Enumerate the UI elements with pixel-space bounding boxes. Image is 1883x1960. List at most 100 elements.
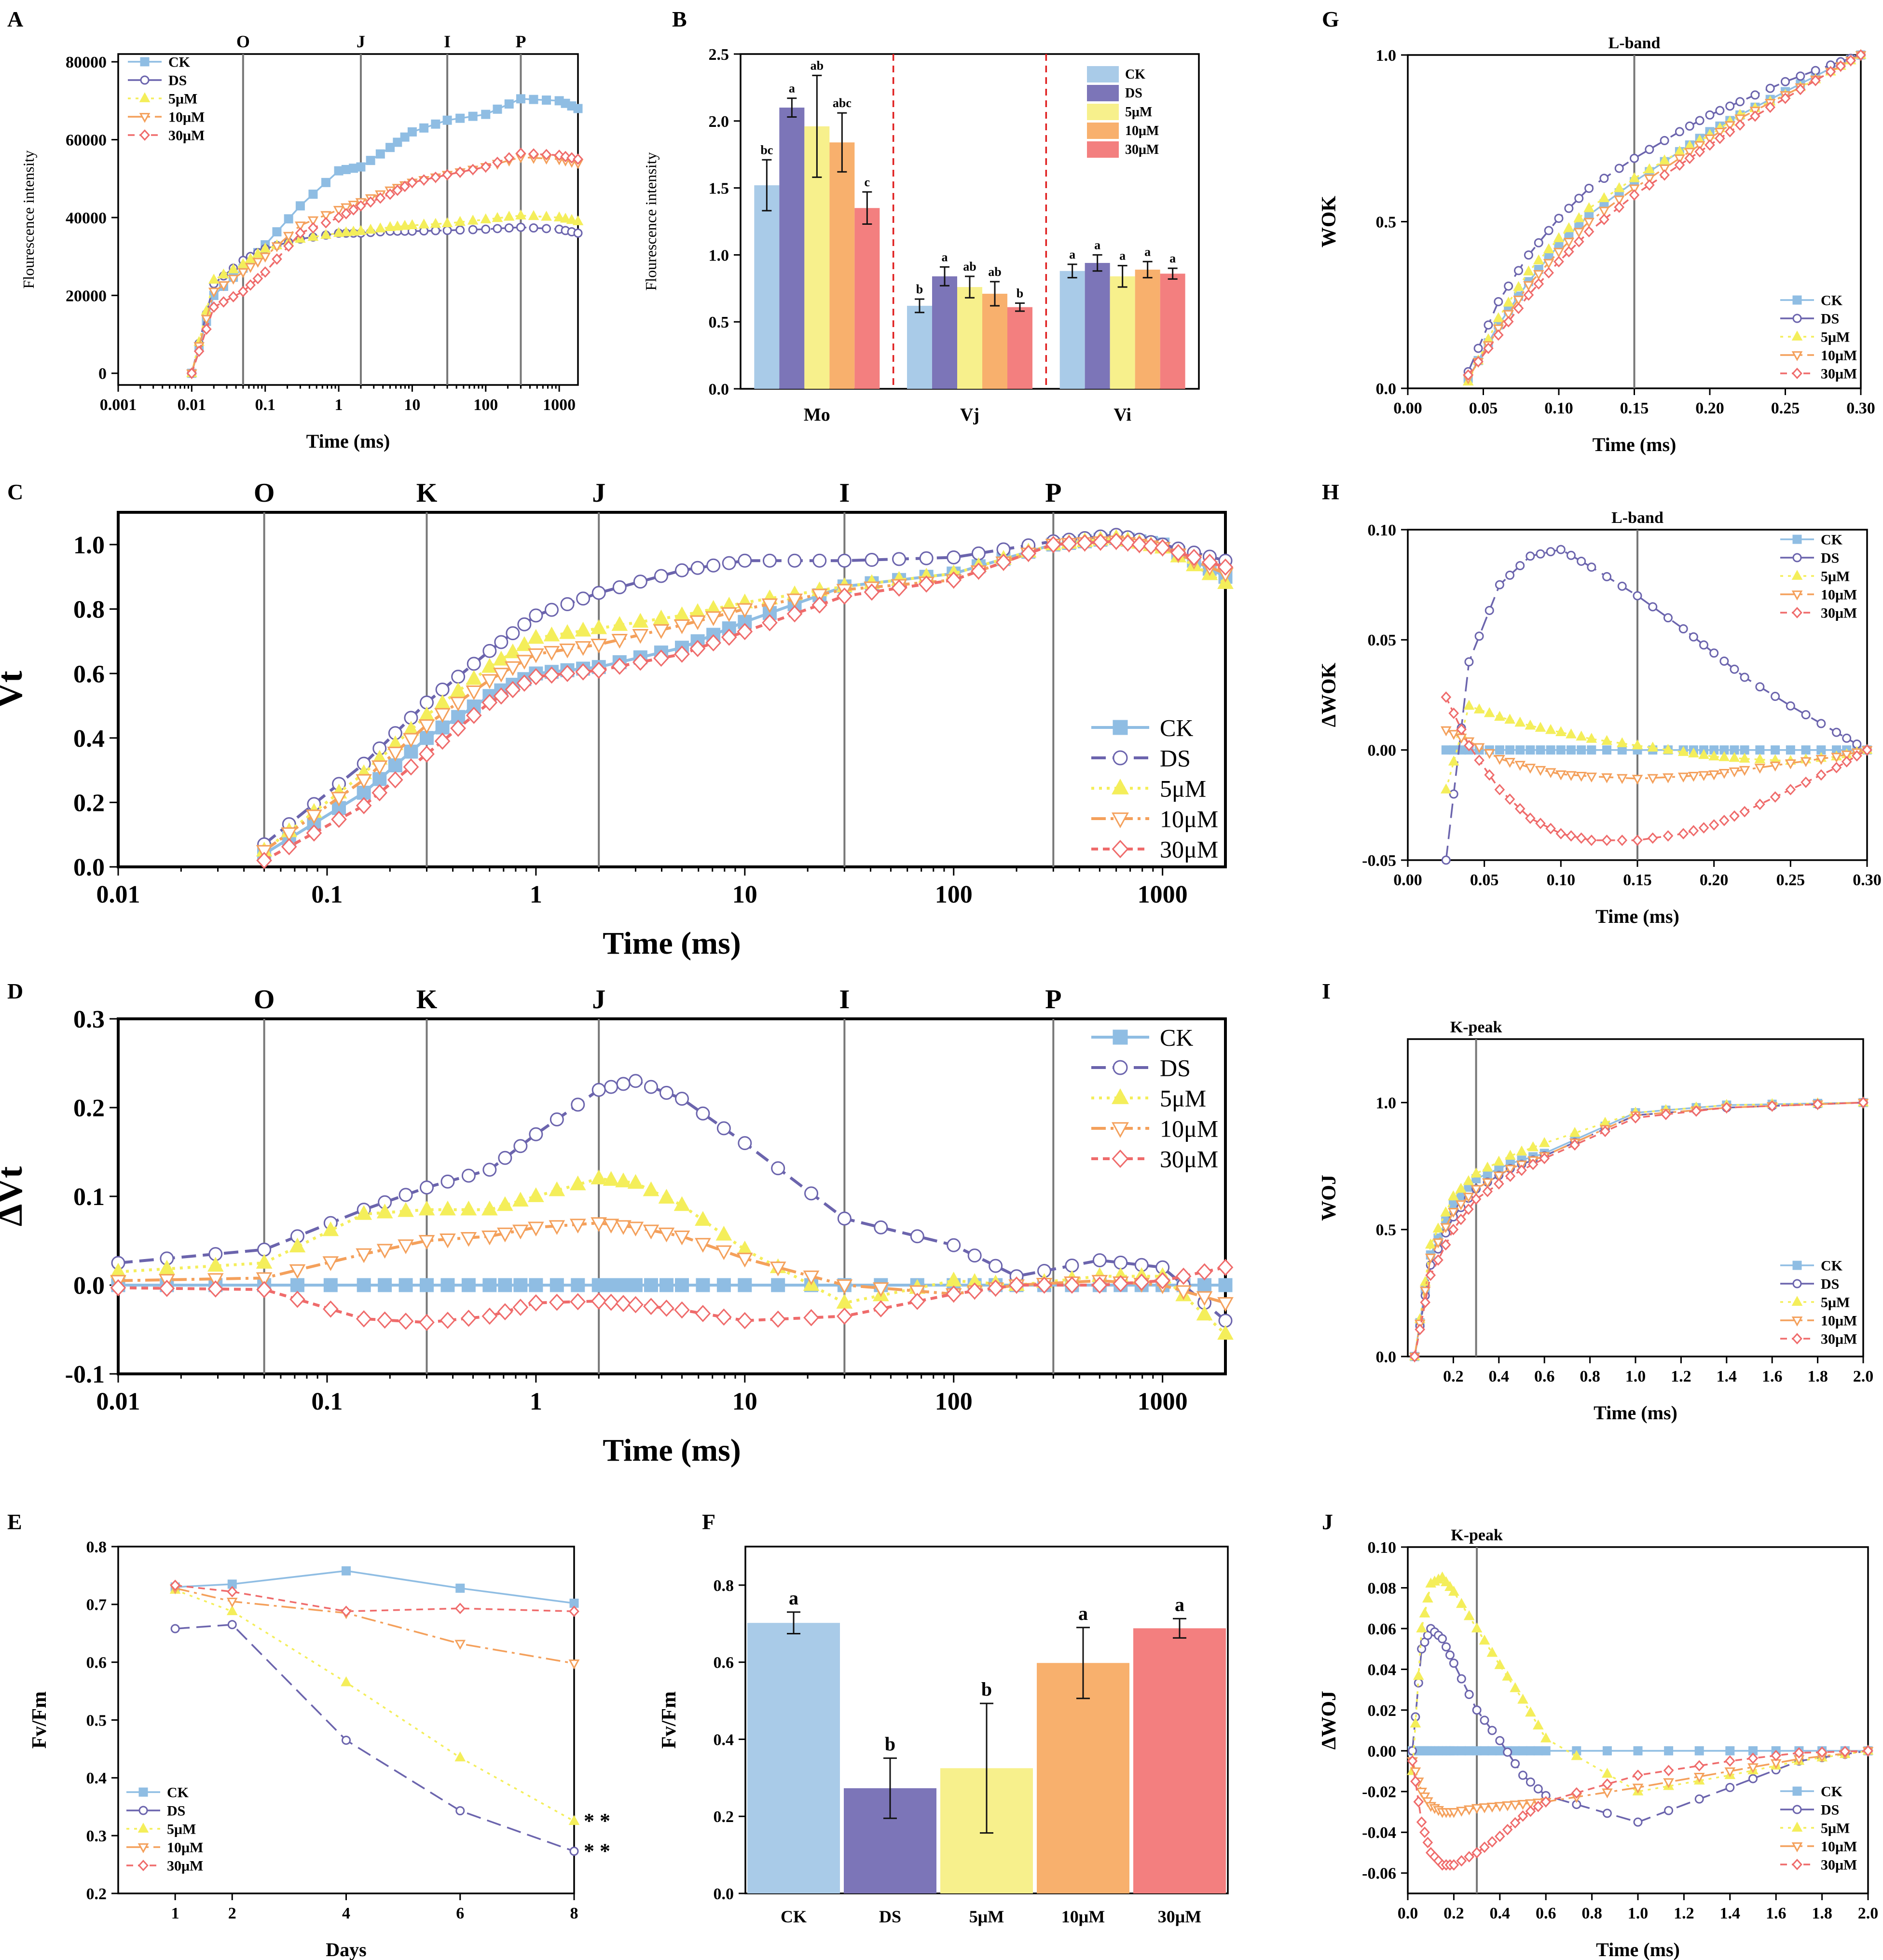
- phase-label: K: [416, 985, 438, 1014]
- legend-label: 5μM: [1821, 1295, 1850, 1311]
- data-point: [771, 1161, 785, 1176]
- data-point: [1448, 730, 1459, 740]
- data-point: [1771, 1750, 1782, 1762]
- data-point: [632, 629, 649, 644]
- data-point: [461, 1168, 476, 1183]
- data-point: [237, 268, 249, 278]
- data-point: [341, 1605, 352, 1617]
- x-tick-label: 0.20: [1700, 871, 1729, 889]
- data-point: [1729, 767, 1740, 778]
- data-point: [1155, 1272, 1171, 1289]
- data-point: [295, 201, 305, 211]
- y-tick-label: -0.1: [65, 1361, 105, 1388]
- data-point: [440, 1312, 456, 1329]
- data-point: [716, 1308, 732, 1326]
- data-point: [1463, 1175, 1474, 1185]
- data-point: [1694, 146, 1705, 158]
- x-tick-label: 0.20: [1695, 399, 1724, 417]
- data-point: [653, 624, 670, 639]
- y-tick-label: 0.4: [86, 1769, 107, 1787]
- data-point: [569, 1175, 586, 1191]
- data-point: [528, 210, 539, 220]
- data-point: [1155, 539, 1171, 557]
- data-point: [643, 1224, 660, 1240]
- x-tick-label: 1.2: [1674, 1905, 1694, 1922]
- data-point: [1747, 1753, 1759, 1764]
- data-point: [1785, 759, 1796, 769]
- x-tick-label: 2.0: [1858, 1905, 1879, 1922]
- y-tick-label: 0.0: [73, 854, 105, 881]
- data-point: [512, 1192, 529, 1207]
- legend-marker: [1792, 314, 1802, 323]
- data-point: [837, 1307, 852, 1325]
- data-point: [695, 1305, 711, 1322]
- legend-label: 30μM: [1821, 1331, 1857, 1347]
- x-tick-label: 6: [456, 1905, 464, 1922]
- significance-letter: ab: [963, 260, 976, 274]
- data-point: [528, 1221, 544, 1237]
- x-tick-label: 0.1: [255, 396, 275, 414]
- data-point: [493, 650, 509, 666]
- category-label: 5μM: [969, 1907, 1004, 1926]
- data-point: [1217, 1325, 1234, 1340]
- data-point: [1698, 822, 1709, 834]
- data-point: [1456, 1855, 1467, 1867]
- data-point: [1494, 755, 1505, 765]
- legend-marker: [140, 75, 150, 85]
- data-point: [323, 1278, 338, 1292]
- data-point: [1724, 126, 1735, 137]
- data-point: [1816, 719, 1826, 728]
- data-point: [1420, 1296, 1431, 1308]
- data-point: [1108, 533, 1124, 550]
- data-point: [787, 553, 802, 568]
- data-point: [1755, 745, 1765, 755]
- data-point: [1545, 768, 1556, 779]
- legend-label: 5μM: [1821, 569, 1850, 585]
- data-point: [1576, 730, 1587, 741]
- bar: [747, 1623, 840, 1893]
- legend-label: 10μM: [168, 110, 205, 125]
- data-point: [1092, 1253, 1107, 1267]
- data-point: [272, 227, 282, 237]
- data-point: [322, 1221, 339, 1236]
- legend-label: 10μM: [1160, 1115, 1218, 1142]
- y-tick-label: -0.06: [1362, 1865, 1396, 1883]
- data-point: [207, 1280, 224, 1298]
- y-axis-title: WOJ: [1318, 1175, 1340, 1221]
- data-point: [1845, 55, 1856, 67]
- data-point: [615, 1172, 632, 1188]
- data-point: [1514, 716, 1526, 727]
- data-point: [1684, 152, 1695, 164]
- data-point: [529, 1278, 543, 1292]
- data-point: [705, 634, 721, 652]
- data-point: [891, 579, 907, 597]
- data-point: [1546, 745, 1555, 755]
- data-point: [1448, 1190, 1459, 1201]
- data-point: [1794, 1747, 1804, 1759]
- x-axis-title: Time (ms): [603, 1433, 741, 1468]
- data-point: [513, 1139, 528, 1153]
- data-point: [804, 1186, 819, 1201]
- data-point: [1448, 707, 1459, 719]
- data-point: [481, 674, 498, 689]
- data-point: [689, 615, 706, 630]
- data-point: [575, 663, 591, 681]
- data-point: [1536, 745, 1545, 755]
- data-point: [1694, 141, 1705, 151]
- data-point: [1856, 49, 1866, 61]
- data-point: [604, 1278, 619, 1292]
- data-point: [1633, 1817, 1643, 1827]
- data-point: [1449, 789, 1458, 799]
- data-point: [529, 1127, 543, 1141]
- legend-label: DS: [1821, 1802, 1839, 1818]
- data-point: [1217, 1259, 1234, 1276]
- data-point: [1464, 1851, 1475, 1863]
- data-point: [1493, 324, 1504, 335]
- data-point: [455, 225, 465, 235]
- data-point: [455, 1806, 465, 1816]
- data-point: [1564, 246, 1574, 258]
- data-point: [392, 184, 403, 196]
- y-axis-title: Fv/Fm: [658, 1691, 680, 1749]
- legend-label: 30μM: [1125, 142, 1159, 157]
- data-point: [1535, 766, 1546, 776]
